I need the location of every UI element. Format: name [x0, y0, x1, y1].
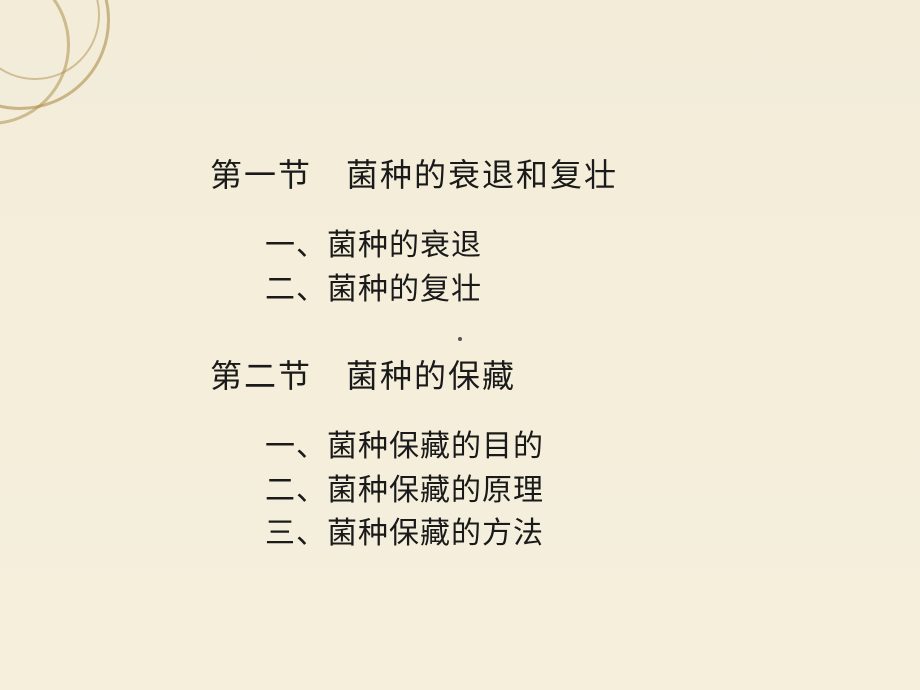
slide: 第一节 菌种的衰退和复壮 一、菌种的衰退 二、菌种的复壮 第二节 菌种的保藏 一… — [0, 0, 920, 690]
section2-list: 一、菌种保藏的目的 二、菌种保藏的原理 三、菌种保藏的方法 — [265, 425, 810, 556]
list-item: 二、菌种的复壮 — [265, 268, 810, 312]
list-item: 一、菌种保藏的目的 — [265, 425, 810, 469]
decorative-arc — [0, 0, 70, 125]
list-item: 一、菌种的衰退 — [265, 224, 810, 268]
content-area: 第一节 菌种的衰退和复壮 一、菌种的衰退 二、菌种的复壮 第二节 菌种的保藏 一… — [210, 150, 810, 596]
section-title-1: 第一节 菌种的衰退和复壮 — [210, 150, 810, 196]
list-item: 三、菌种保藏的方法 — [265, 512, 810, 556]
section1-list: 一、菌种的衰退 二、菌种的复壮 — [265, 224, 810, 311]
section-title-2: 第二节 菌种的保藏 — [210, 351, 810, 397]
list-item: 二、菌种保藏的原理 — [265, 469, 810, 513]
